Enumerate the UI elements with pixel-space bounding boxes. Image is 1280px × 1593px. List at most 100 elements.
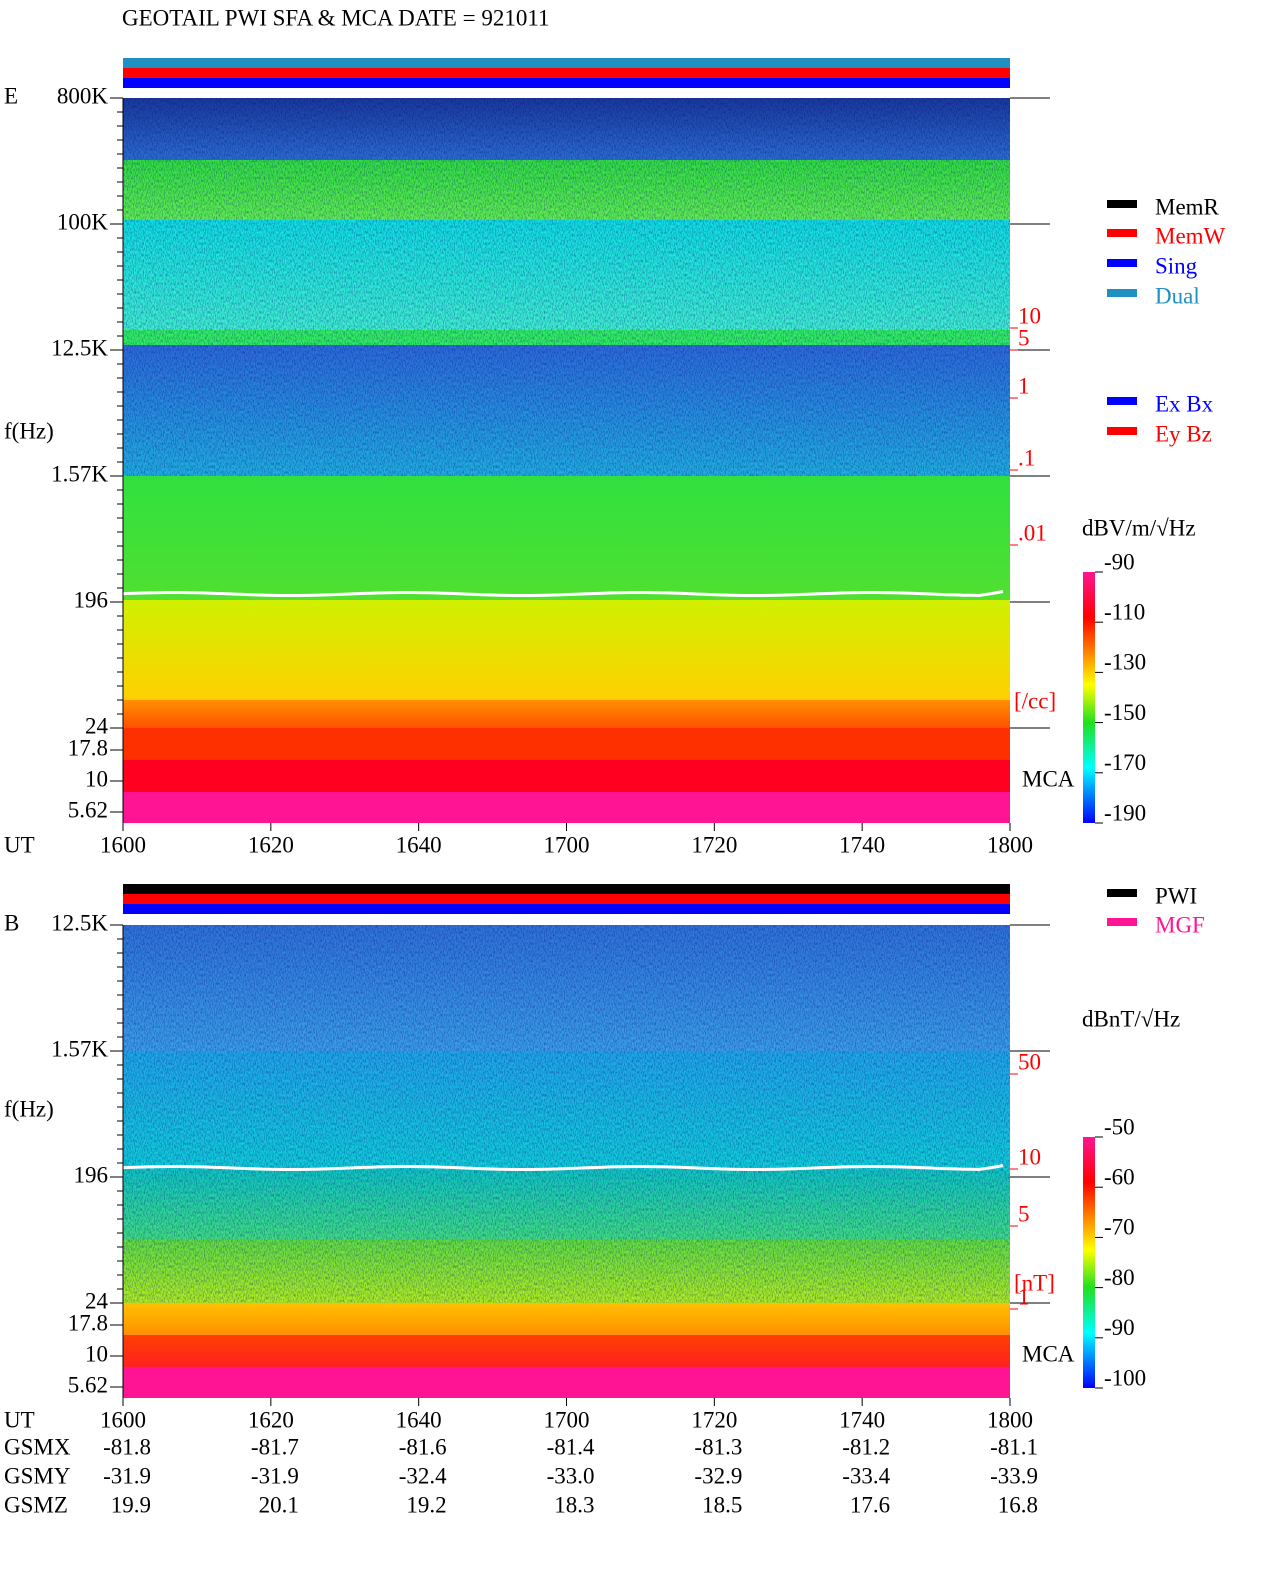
x-tick-label: 1620 bbox=[248, 832, 294, 857]
y-tick-label: 17.8 bbox=[68, 735, 108, 760]
y-axis-label: f(Hz) bbox=[4, 1096, 54, 1121]
legend-label: PWI bbox=[1155, 883, 1197, 908]
spectrogram-band bbox=[123, 1303, 1010, 1335]
side-tick-label: 50 bbox=[1018, 1049, 1041, 1074]
y-tick-label: 1.57K bbox=[51, 1036, 108, 1061]
y-tick-label: 10 bbox=[85, 766, 108, 791]
title: GEOTAIL PWI SFA & MCA DATE = 921011 bbox=[122, 5, 549, 30]
side-tick-label: 1 bbox=[1018, 373, 1030, 398]
colorbar-label: -150 bbox=[1104, 700, 1146, 725]
ephemeris-value: 19.2 bbox=[406, 1492, 446, 1517]
colorbar-label: -80 bbox=[1104, 1265, 1135, 1290]
plasma-frequency-line bbox=[122, 1164, 1004, 1172]
x-axis-label: UT bbox=[4, 832, 35, 857]
legend-swatch bbox=[1107, 259, 1137, 267]
side-tick-label: 5 bbox=[1018, 1201, 1030, 1226]
colorbar-label: -110 bbox=[1104, 599, 1145, 624]
spectrogram-noise bbox=[123, 925, 1010, 1303]
side-tick-label: .01 bbox=[1018, 520, 1047, 545]
ephemeris-value: -81.2 bbox=[842, 1434, 890, 1459]
colorbar-label: -190 bbox=[1104, 800, 1146, 825]
colorbar-label: -60 bbox=[1104, 1164, 1135, 1189]
mca-label: MCA bbox=[1022, 766, 1075, 791]
legend-label: MemR bbox=[1155, 194, 1220, 219]
side-unit: [nT] bbox=[1014, 1270, 1055, 1295]
status-bar bbox=[123, 78, 1010, 88]
y-tick-label: 12.5K bbox=[51, 335, 108, 360]
legend-label: MemW bbox=[1155, 223, 1226, 248]
legend-swatch bbox=[1107, 200, 1137, 208]
ephemeris-value: 19.9 bbox=[111, 1492, 151, 1517]
ephemeris-value: -81.6 bbox=[399, 1434, 447, 1459]
colorbar bbox=[1083, 572, 1095, 823]
status-bar bbox=[123, 58, 1010, 68]
ephemeris-value: 20.1 bbox=[259, 1492, 299, 1517]
legend-swatch bbox=[1107, 889, 1137, 897]
legend-label: Sing bbox=[1155, 253, 1198, 278]
ephemeris-value: -81.3 bbox=[694, 1434, 742, 1459]
y-tick-label: 17.8 bbox=[68, 1310, 108, 1335]
ephemeris-value: -81.4 bbox=[547, 1434, 595, 1459]
x-tick-label: 1600 bbox=[100, 832, 146, 857]
colorbar-label: -90 bbox=[1104, 549, 1135, 574]
colorbar-unit: dBnT/√Hz bbox=[1082, 1006, 1180, 1031]
spectrogram-band bbox=[123, 792, 1010, 823]
spectrogram-band bbox=[123, 476, 1010, 600]
legend-label: MGF bbox=[1155, 912, 1205, 937]
colorbar bbox=[1083, 1137, 1095, 1388]
y-axis-label: f(Hz) bbox=[4, 418, 54, 443]
colorbar-label: -130 bbox=[1104, 650, 1146, 675]
ephemeris-value: -81.7 bbox=[251, 1434, 299, 1459]
legend-swatch bbox=[1107, 289, 1137, 297]
colorbar-label: -100 bbox=[1104, 1365, 1146, 1390]
colorbar-label: -70 bbox=[1104, 1215, 1135, 1240]
legend-label: Dual bbox=[1155, 283, 1200, 308]
y-tick-label: 100K bbox=[57, 209, 109, 234]
ephemeris-value: 17.6 bbox=[850, 1492, 890, 1517]
ephemeris-value: -31.9 bbox=[251, 1463, 299, 1488]
colorbar-label: -90 bbox=[1104, 1315, 1135, 1340]
x-tick-label: 1640 bbox=[396, 1407, 442, 1432]
y-tick-label: 800K bbox=[57, 83, 109, 108]
spectrogram-noise bbox=[123, 98, 1010, 476]
mca-label: MCA bbox=[1022, 1341, 1075, 1366]
ephemeris-value: -31.9 bbox=[103, 1463, 151, 1488]
y-tick-label: 12.5K bbox=[51, 910, 108, 935]
legend-label: Ey Bz bbox=[1155, 421, 1212, 446]
ephemeris-value: 18.5 bbox=[702, 1492, 742, 1517]
ephemeris-value: -81.8 bbox=[103, 1434, 151, 1459]
x-tick-label: 1600 bbox=[100, 1407, 146, 1432]
ephemeris-value: -33.0 bbox=[547, 1463, 595, 1488]
ephemeris-value: -32.4 bbox=[399, 1463, 447, 1488]
ephemeris-value: -33.9 bbox=[990, 1463, 1038, 1488]
x-tick-label: 1740 bbox=[839, 1407, 885, 1432]
x-tick-label: 1700 bbox=[544, 1407, 590, 1432]
side-tick-label: 1 bbox=[1018, 1284, 1030, 1309]
plasma-frequency-line bbox=[122, 590, 1004, 598]
y-tick-label: 1.57K bbox=[51, 461, 108, 486]
status-bar bbox=[123, 884, 1010, 894]
ephemeris-value: -32.9 bbox=[694, 1463, 742, 1488]
legend-swatch bbox=[1107, 427, 1137, 435]
legend-swatch bbox=[1107, 918, 1137, 926]
y-tick-label: 5.62 bbox=[68, 797, 108, 822]
colorbar-label: -170 bbox=[1104, 750, 1146, 775]
spectrogram-band bbox=[123, 1335, 1010, 1367]
y-tick-label: 24 bbox=[85, 1288, 109, 1313]
legend-swatch bbox=[1107, 397, 1137, 405]
x-tick-label: 1720 bbox=[691, 1407, 737, 1432]
side-tick-label: 5 bbox=[1018, 325, 1030, 350]
x-tick-label: 1640 bbox=[396, 832, 442, 857]
status-bar bbox=[123, 68, 1010, 78]
side-unit: [/cc] bbox=[1014, 688, 1056, 713]
side-tick-label: .1 bbox=[1018, 445, 1035, 470]
ephemeris-label: GSMZ bbox=[4, 1492, 68, 1517]
y-tick-label: 196 bbox=[74, 587, 109, 612]
colorbar-unit: dBV/m/√Hz bbox=[1082, 515, 1196, 540]
x-tick-label: 1740 bbox=[839, 832, 885, 857]
legend-swatch bbox=[1107, 229, 1137, 237]
spectrogram-band bbox=[123, 600, 1010, 700]
x-tick-label: 1720 bbox=[691, 832, 737, 857]
y-tick-label: 5.62 bbox=[68, 1372, 108, 1397]
